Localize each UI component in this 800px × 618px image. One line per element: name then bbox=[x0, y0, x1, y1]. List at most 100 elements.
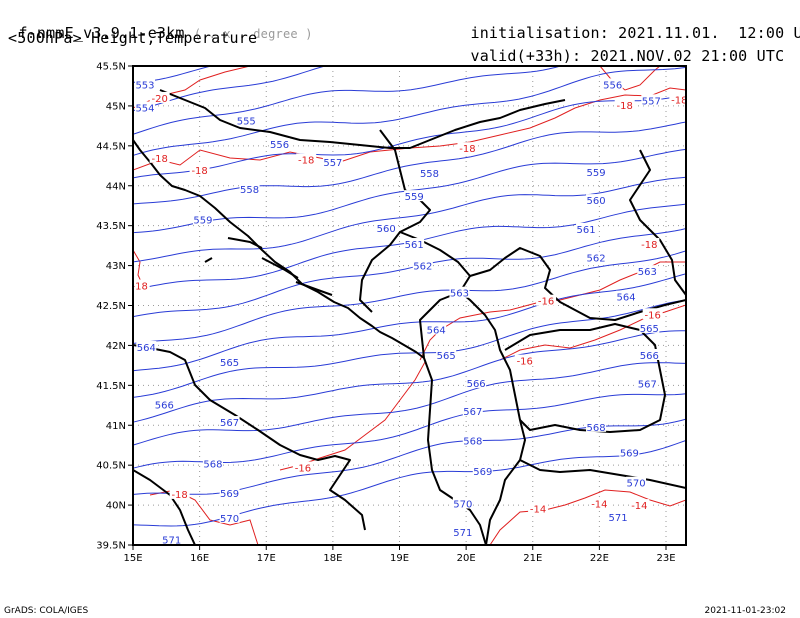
label-mask bbox=[619, 446, 640, 458]
lon-tick-label: 22E bbox=[590, 553, 609, 564]
bosnia-border bbox=[159, 89, 566, 149]
temperature-label: -18 bbox=[641, 240, 657, 251]
label-mask bbox=[192, 213, 213, 225]
label-mask bbox=[236, 114, 257, 126]
temperature-labels: -20 -18 -18 -18 -18 -18 -18 -18 -18 -16 -16 -16 -16 -… bbox=[129, 91, 690, 515]
model-name: f-nmmE_v3.9.1-e3km bbox=[18, 24, 185, 42]
height-contour-567 bbox=[133, 330, 686, 423]
label-mask bbox=[637, 265, 658, 277]
height-label: 571 bbox=[608, 513, 627, 524]
height-contour-561 bbox=[133, 176, 686, 263]
height-label: 556 bbox=[270, 140, 289, 151]
height-labels: 553 554 555 556 557 558 559 559 558 560 561 562 563 5… bbox=[134, 78, 662, 546]
label-mask bbox=[462, 404, 483, 416]
valid-value: 2021.NOV.02 21:00 UTC bbox=[590, 47, 785, 65]
height-label: 563 bbox=[450, 289, 469, 300]
label-mask bbox=[586, 166, 607, 178]
level-title: <500hPa> Height,Temperature bbox=[8, 29, 258, 47]
temperature-contour bbox=[133, 87, 686, 171]
label-mask bbox=[219, 416, 240, 428]
height-label: 567 bbox=[638, 380, 657, 391]
label-mask bbox=[292, 461, 313, 473]
temperature-label: -18 bbox=[131, 282, 147, 293]
height-label: 559 bbox=[587, 168, 606, 179]
lon-tick-label: 16E bbox=[190, 553, 209, 564]
label-mask bbox=[608, 511, 629, 523]
adriatic-east-coast bbox=[133, 139, 425, 359]
lat-tick-label: 41.5N bbox=[96, 381, 126, 392]
label-mask bbox=[322, 155, 343, 167]
height-label: 560 bbox=[377, 224, 396, 235]
temperature-label: -16 bbox=[295, 464, 311, 475]
temperature-contour bbox=[489, 489, 686, 545]
albania-border bbox=[423, 357, 487, 545]
height-label: 558 bbox=[240, 185, 259, 196]
label-mask bbox=[452, 497, 473, 509]
label-mask bbox=[149, 91, 170, 103]
height-contour-559 bbox=[133, 121, 686, 205]
height-contour-563 bbox=[133, 228, 686, 318]
height-label: 571 bbox=[162, 535, 181, 546]
label-mask bbox=[376, 222, 397, 234]
label-mask bbox=[576, 222, 597, 234]
lon-tick-label: 19E bbox=[390, 553, 409, 564]
greece-border bbox=[519, 459, 686, 489]
axis-ticks: 15E 16E 17E 18E 19E 20E 21E 22E 23E 39.5N 40N 40.5N… bbox=[96, 62, 675, 565]
height-label: 570 bbox=[626, 479, 645, 490]
valid-label: valid(+33h): bbox=[470, 47, 582, 65]
height-contour-557 bbox=[133, 66, 686, 156]
montenegro-border bbox=[399, 231, 471, 359]
label-mask bbox=[296, 153, 317, 165]
lat-tick-label: 43N bbox=[106, 261, 126, 272]
height-label: 554 bbox=[135, 104, 154, 115]
lat-tick-label: 39.5N bbox=[96, 541, 126, 552]
temperature-label: -14 bbox=[591, 499, 607, 510]
units-label: ( . x . degree ) bbox=[193, 27, 313, 41]
height-label: 556 bbox=[603, 80, 622, 91]
label-mask bbox=[586, 420, 607, 432]
lon-tick-label: 21E bbox=[523, 553, 542, 564]
temperature-contour bbox=[279, 361, 426, 471]
label-mask bbox=[639, 321, 660, 333]
init-value: 2021.11.01. 12:00 UTC bbox=[618, 24, 800, 42]
albania-east-border bbox=[459, 291, 526, 545]
lon-tick-label: 20E bbox=[457, 553, 476, 564]
height-label: 565 bbox=[437, 351, 456, 362]
height-label: 566 bbox=[155, 400, 174, 411]
height-label: 564 bbox=[427, 325, 446, 336]
label-mask bbox=[457, 142, 478, 154]
height-label: 566 bbox=[640, 351, 659, 362]
height-label: 569 bbox=[473, 467, 492, 478]
height-label: 570 bbox=[453, 499, 472, 510]
label-mask bbox=[149, 151, 170, 163]
temperature-label: -18 bbox=[617, 101, 633, 112]
height-label: 569 bbox=[620, 448, 639, 459]
label-mask bbox=[466, 376, 487, 388]
label-mask bbox=[639, 348, 660, 360]
lon-tick-label: 23E bbox=[656, 553, 675, 564]
height-label: 557 bbox=[323, 158, 342, 169]
height-label: 565 bbox=[640, 324, 659, 335]
label-mask bbox=[462, 434, 483, 446]
label-mask bbox=[134, 78, 155, 90]
temperature-label: -18 bbox=[671, 96, 687, 107]
height-label: 563 bbox=[638, 267, 657, 278]
height-label: 567 bbox=[463, 407, 482, 418]
label-mask bbox=[626, 476, 647, 488]
italy-east-coast bbox=[133, 344, 366, 531]
label-mask bbox=[129, 279, 150, 291]
height-label: 559 bbox=[193, 215, 212, 226]
footer-timestamp: 2021-11-01-23:02 bbox=[704, 606, 787, 616]
height-label: 553 bbox=[135, 80, 154, 91]
height-label: 558 bbox=[420, 169, 439, 180]
label-mask bbox=[586, 251, 607, 263]
height-label: 566 bbox=[467, 379, 486, 390]
label-mask bbox=[154, 398, 175, 410]
lon-tick-label: 18E bbox=[323, 553, 342, 564]
height-label: 562 bbox=[413, 262, 432, 273]
height-label: 568 bbox=[587, 423, 606, 434]
label-mask bbox=[452, 526, 473, 538]
temperature-label: -14 bbox=[631, 501, 647, 512]
label-mask bbox=[637, 377, 658, 389]
